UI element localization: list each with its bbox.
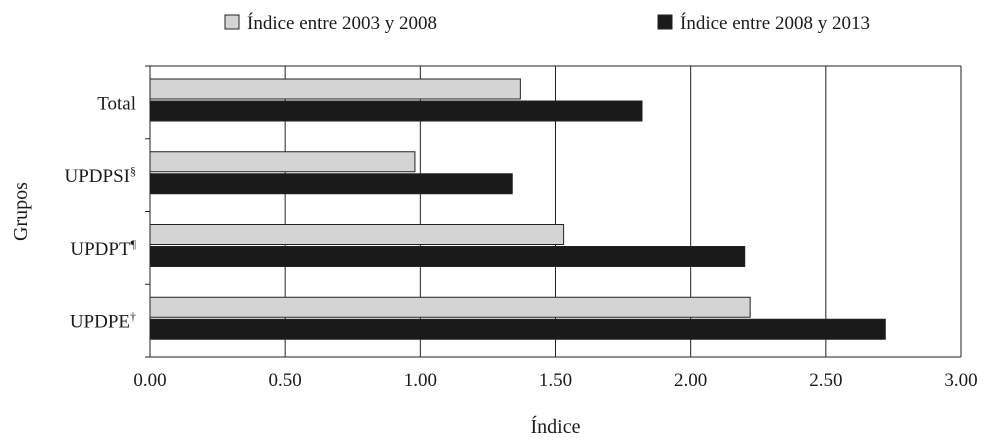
- x-axis-title: Índice: [531, 415, 581, 438]
- category-label-total: Total: [97, 93, 136, 114]
- x-tick-label: 0.50: [269, 370, 302, 391]
- legend-label-series-2: Índice entre 2008 y 2013: [680, 12, 870, 34]
- bar-updpt-series-1: [149, 224, 565, 245]
- labels: Total UPDPSI§ UPDPT¶ UPDPE† 0.00 0.50 1.00 1.50…: [10, 93, 978, 438]
- bar-updpe-series-1: [149, 296, 751, 318]
- x-tick-label: 1.00: [404, 370, 437, 391]
- category-label-updpt: UPDPT¶: [70, 237, 136, 260]
- x-tick-label: 0.00: [133, 370, 166, 391]
- y-axis-title: Grupos: [10, 182, 32, 241]
- bar-total-series-2: [149, 100, 643, 122]
- bar-total-series-1: [149, 78, 521, 100]
- x-tick-label: 2.00: [674, 370, 707, 391]
- bar-updpt-series-2: [149, 246, 746, 267]
- axes: [145, 65, 961, 358]
- category-label-updpe: UPDPE†: [70, 310, 136, 333]
- bar-updpsi-series-2: [149, 173, 513, 195]
- legend-swatch-series-1: [224, 14, 240, 30]
- x-tick-label: 2.50: [809, 370, 842, 391]
- category-label-updpsi: UPDPSI§: [65, 164, 136, 187]
- bars: [149, 78, 886, 340]
- legend-label-series-1: Índice entre 2003 y 2008: [247, 12, 437, 34]
- bar-updpe-series-2: [149, 318, 886, 340]
- legend-swatch-series-2: [657, 14, 673, 30]
- x-tick-label: 1.50: [539, 370, 572, 391]
- x-tick-label: 3.00: [944, 370, 977, 391]
- bar-updpsi-series-1: [149, 151, 416, 173]
- legend: Índice entre 2003 y 2008 Índice entre 200…: [224, 12, 870, 34]
